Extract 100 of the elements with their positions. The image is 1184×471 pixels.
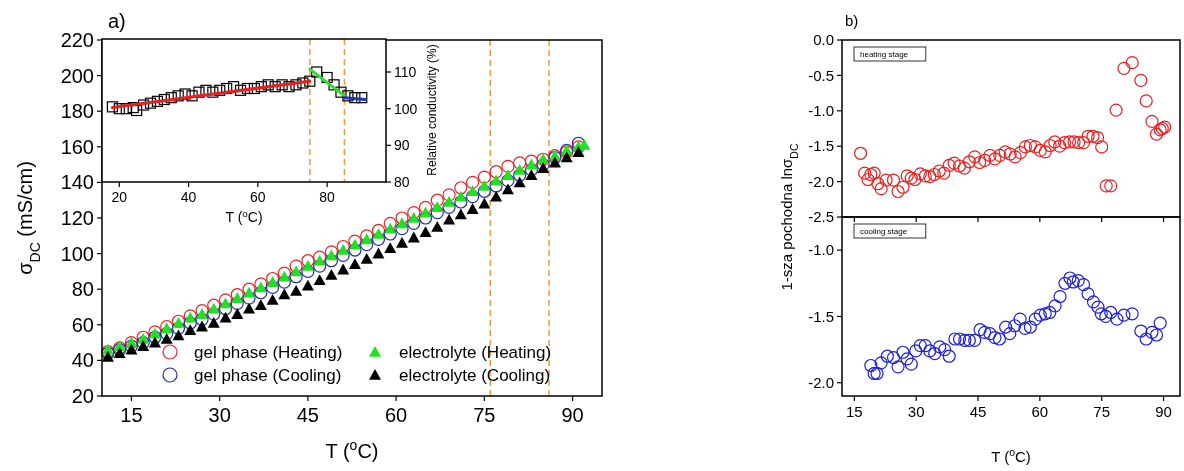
point bbox=[513, 168, 527, 182]
point bbox=[337, 263, 350, 275]
point bbox=[207, 317, 220, 328]
point bbox=[933, 340, 947, 354]
x-tick-label: 45 bbox=[296, 404, 320, 426]
point bbox=[136, 336, 150, 350]
point bbox=[278, 288, 291, 300]
point bbox=[524, 154, 539, 168]
y-tick-label: -2.5 bbox=[808, 208, 834, 226]
point bbox=[999, 320, 1013, 334]
point bbox=[896, 345, 910, 359]
point bbox=[360, 252, 373, 264]
point bbox=[395, 211, 409, 225]
point bbox=[489, 179, 503, 193]
y-tick-label: 220 bbox=[60, 29, 94, 51]
point bbox=[430, 206, 444, 220]
point bbox=[1028, 312, 1042, 326]
point bbox=[886, 350, 901, 365]
point bbox=[342, 90, 354, 102]
point bbox=[501, 183, 514, 195]
point bbox=[419, 226, 432, 238]
point bbox=[266, 276, 279, 287]
point bbox=[144, 97, 157, 109]
point bbox=[431, 220, 444, 232]
point bbox=[254, 299, 267, 311]
point bbox=[384, 222, 397, 234]
point bbox=[171, 321, 186, 335]
point bbox=[1076, 278, 1091, 292]
point bbox=[923, 344, 937, 358]
point bbox=[335, 86, 347, 98]
y-tick-label: 60 bbox=[71, 313, 94, 336]
point bbox=[454, 190, 467, 202]
point bbox=[336, 248, 350, 262]
point bbox=[1018, 321, 1032, 335]
point bbox=[243, 302, 256, 314]
point bbox=[207, 307, 221, 321]
point bbox=[1086, 295, 1101, 309]
point bbox=[1003, 327, 1017, 341]
y-tick-label: -2.0 bbox=[808, 373, 834, 391]
point bbox=[1063, 271, 1077, 285]
point bbox=[360, 238, 374, 252]
point bbox=[1145, 325, 1159, 339]
point bbox=[430, 193, 444, 207]
y-tick-label: -2.0 bbox=[808, 172, 834, 190]
point bbox=[383, 216, 397, 230]
point bbox=[478, 197, 491, 209]
point bbox=[396, 217, 408, 229]
point bbox=[348, 238, 361, 250]
point bbox=[289, 259, 303, 273]
point bbox=[230, 296, 244, 311]
x-axis-title: T ($^{o}$C) bbox=[225, 207, 263, 225]
point bbox=[290, 79, 302, 91]
x-axis-title: T ($^{o}$C) bbox=[991, 446, 1031, 465]
point bbox=[195, 312, 209, 327]
point bbox=[524, 163, 539, 177]
point bbox=[266, 293, 279, 305]
point bbox=[442, 188, 456, 202]
point bbox=[489, 165, 503, 179]
point bbox=[290, 265, 303, 277]
y-tick-label: -1.0 bbox=[808, 241, 834, 259]
point bbox=[958, 333, 972, 347]
point bbox=[1117, 308, 1131, 322]
x-tick-label: 75 bbox=[1093, 403, 1111, 420]
point bbox=[1104, 305, 1118, 320]
y-tick-label: 80 bbox=[71, 278, 94, 301]
point bbox=[501, 169, 514, 181]
y-tick-label: 100 bbox=[394, 100, 418, 117]
point bbox=[383, 227, 397, 241]
point bbox=[454, 181, 468, 195]
point bbox=[241, 82, 254, 95]
point bbox=[301, 279, 314, 291]
point bbox=[313, 254, 326, 266]
point bbox=[301, 264, 315, 278]
legend-label: gel phase (Heating) bbox=[194, 343, 343, 362]
y-tick-label: 80 bbox=[394, 173, 410, 190]
point bbox=[131, 104, 143, 117]
point bbox=[407, 231, 420, 243]
point bbox=[525, 169, 538, 181]
point bbox=[324, 254, 339, 268]
point bbox=[262, 79, 274, 91]
point bbox=[1099, 309, 1113, 324]
x-tick-label: 15 bbox=[846, 403, 863, 420]
point bbox=[242, 282, 256, 296]
point bbox=[372, 247, 385, 259]
point bbox=[968, 333, 982, 347]
point bbox=[407, 216, 421, 230]
point bbox=[913, 339, 927, 353]
point bbox=[513, 176, 526, 188]
y-tick-label: 200 bbox=[60, 64, 94, 87]
point bbox=[918, 339, 932, 353]
point bbox=[243, 286, 256, 298]
legend-label: gel phase (Cooling) bbox=[194, 366, 342, 385]
point bbox=[207, 298, 221, 312]
point bbox=[1008, 319, 1022, 333]
y-tick-label: -1.5 bbox=[808, 137, 834, 155]
point bbox=[418, 200, 433, 214]
point bbox=[360, 233, 373, 245]
point bbox=[396, 236, 408, 248]
point bbox=[371, 223, 386, 238]
point bbox=[290, 284, 303, 296]
